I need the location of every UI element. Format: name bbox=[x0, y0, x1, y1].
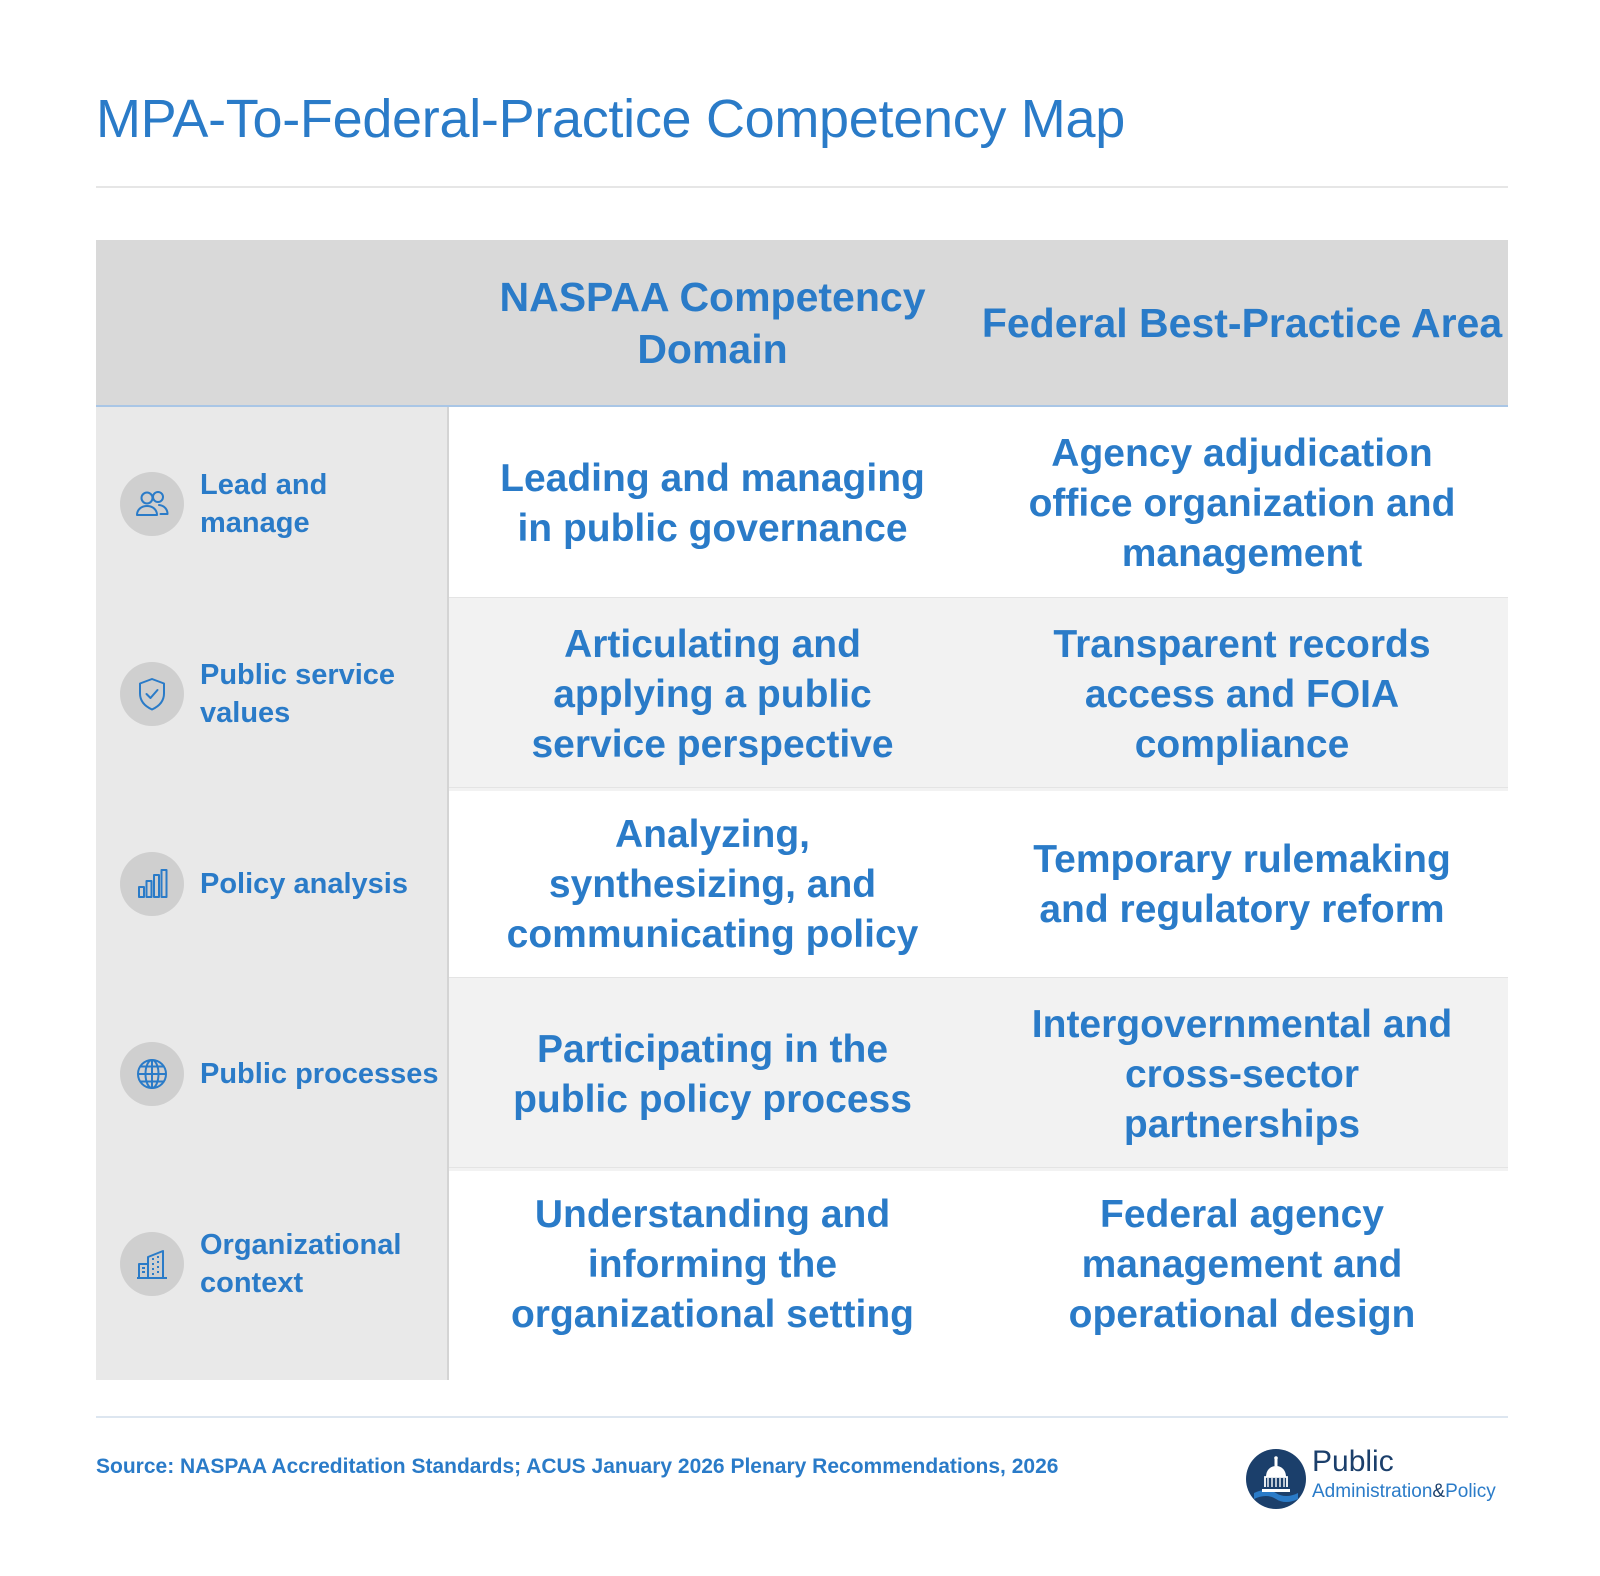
naspaa-cell: Articulating and applying a public servi… bbox=[531, 623, 894, 766]
logo-word-admin-policy: Administration&Policy bbox=[1312, 1481, 1496, 1502]
federal-cell: Temporary rulemaking and regulatory refo… bbox=[1033, 838, 1451, 931]
table-row: Public service values Articulating and a… bbox=[96, 597, 1508, 791]
row-cells: Leading and managing in public governanc… bbox=[449, 407, 1508, 601]
title-divider bbox=[96, 186, 1508, 188]
row-cells: Understanding and informing the organiza… bbox=[449, 1167, 1508, 1361]
publisher-logo: Public Administration&Policy bbox=[1244, 1445, 1514, 1515]
row-cells: Participating in the public policy proce… bbox=[449, 977, 1508, 1171]
row-label-text: Policy analysis bbox=[200, 868, 408, 900]
table-row: Organizational context Understanding and… bbox=[96, 1167, 1508, 1361]
row-label: Organizational context bbox=[120, 1167, 440, 1361]
naspaa-cell: Analyzing, synthesizing, and communicati… bbox=[506, 813, 919, 956]
federal-cell: Transparent records access and FOIA comp… bbox=[1053, 623, 1431, 766]
shield-check-icon bbox=[120, 662, 184, 726]
people-icon bbox=[120, 472, 184, 536]
row-label: Lead and manage bbox=[120, 407, 440, 601]
row-label-text: Lead and manage bbox=[200, 469, 328, 539]
page-title: MPA-To-Federal-Practice Competency Map bbox=[96, 89, 1125, 149]
naspaa-cell: Leading and managing in public governanc… bbox=[500, 457, 925, 550]
buildings-icon bbox=[120, 1232, 184, 1296]
row-label: Public service values bbox=[120, 597, 440, 791]
row-cells: Analyzing, synthesizing, and communicati… bbox=[449, 787, 1508, 981]
row-label: Policy analysis bbox=[120, 787, 440, 981]
header-naspaa: NASPAA Competency Domain bbox=[499, 273, 926, 372]
logo-word-public: Public bbox=[1312, 1445, 1394, 1478]
federal-cell: Intergovernmental and cross-sector partn… bbox=[1031, 1003, 1453, 1146]
source-note: Source: NASPAA Accreditation Standards; … bbox=[96, 1455, 1059, 1478]
table-header: NASPAA Competency Domain Federal Best-Pr… bbox=[96, 240, 1508, 407]
row-label: Public processes bbox=[120, 977, 440, 1171]
header-federal: Federal Best-Practice Area bbox=[981, 299, 1503, 346]
naspaa-cell: Participating in the public policy proce… bbox=[513, 1028, 912, 1121]
globe-icon bbox=[120, 1042, 184, 1106]
row-cells: Articulating and applying a public servi… bbox=[449, 597, 1508, 791]
row-label-text: Public service values bbox=[200, 659, 396, 729]
federal-cell: Federal agency management and operationa… bbox=[1068, 1193, 1416, 1336]
table-row: Public processes Participating in the pu… bbox=[96, 977, 1508, 1171]
row-label-text: Organizational context bbox=[200, 1229, 402, 1299]
footer-divider bbox=[96, 1416, 1508, 1418]
table-row: Policy analysis Analyzing, synthesizing,… bbox=[96, 787, 1508, 981]
row-label-text: Public processes bbox=[200, 1058, 439, 1090]
bar-chart-icon bbox=[120, 852, 184, 916]
competency-table: NASPAA Competency Domain Federal Best-Pr… bbox=[96, 240, 1508, 1380]
federal-cell: Agency adjudication office organization … bbox=[1028, 432, 1456, 575]
capitol-dome-icon bbox=[1246, 1449, 1306, 1509]
table-row: Lead and manage Leading and managing in … bbox=[96, 407, 1508, 601]
naspaa-cell: Understanding and informing the organiza… bbox=[510, 1193, 915, 1336]
